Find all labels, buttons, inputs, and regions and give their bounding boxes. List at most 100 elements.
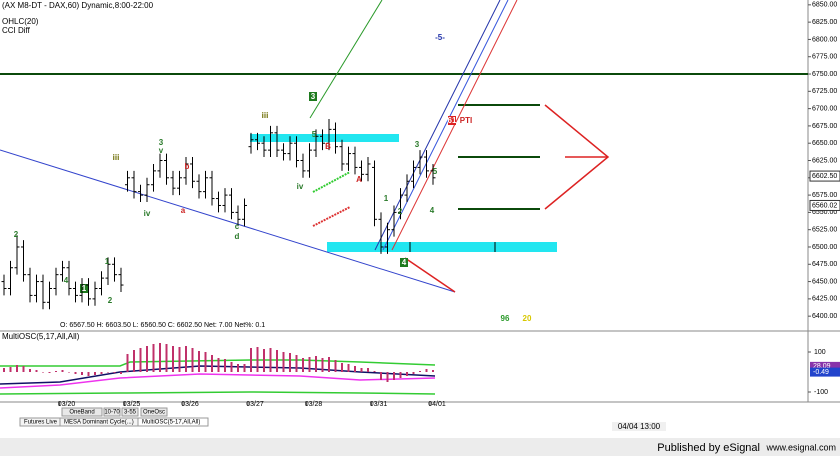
price-flag (809, 170, 840, 182)
histogram-bar (133, 350, 135, 372)
button[interactable] (61, 407, 103, 417)
tab[interactable] (137, 417, 209, 427)
wave-label: 1 (82, 284, 87, 293)
histogram-bar (113, 372, 116, 373)
wave-label: 61 (448, 116, 457, 125)
x-tick-label: 03/26 (181, 401, 199, 408)
tab-label[interactable]: MESA Dominant Cycle(...) (64, 420, 134, 426)
histogram-bar (9, 367, 12, 372)
histogram-bar (432, 370, 434, 372)
y-tick-label: 6425.00 (812, 296, 837, 303)
arrows (404, 104, 610, 293)
histogram-bar (165, 344, 168, 372)
y-tick-label: 6725.00 (812, 88, 837, 95)
histogram-bar (191, 348, 194, 372)
histogram-bar (276, 350, 278, 372)
histogram-bar (126, 354, 129, 372)
wave-label: iv (144, 209, 151, 218)
button-label[interactable]: 10-70 (104, 410, 120, 416)
indicator-label: OHLC(20) (2, 17, 39, 26)
histogram-bar (354, 366, 356, 372)
histogram-bar (55, 371, 57, 372)
y-tick-label: 6750.00 (812, 71, 837, 78)
tab-label[interactable]: MultiOSC(5-17,All,All) (142, 420, 200, 426)
price-flag (809, 199, 840, 211)
histogram-bar (341, 363, 343, 372)
y-tick-label: 100 (814, 349, 826, 356)
wave-label: 5 (433, 167, 438, 176)
oscillator-title: MultiOSC(5,17,All,All) (2, 332, 80, 341)
histogram-bar (263, 349, 265, 372)
histogram-bar (321, 358, 324, 372)
y-tick-label: 6675.00 (812, 123, 837, 130)
wave-label: v (159, 146, 164, 155)
channel-line (382, 0, 509, 251)
y-tick-label: 6825.00 (812, 19, 837, 26)
histogram-bar (152, 344, 155, 372)
label-box (80, 284, 88, 293)
histogram-bar (237, 364, 239, 372)
histogram-bar (204, 352, 207, 372)
button[interactable] (121, 407, 139, 417)
button[interactable] (103, 407, 121, 417)
wave-label: 96 (501, 314, 510, 323)
histogram-bar (22, 366, 25, 372)
histogram-bar (185, 346, 187, 372)
histogram-bar (224, 359, 226, 372)
arrow (404, 257, 456, 293)
wave-label: 4 (402, 258, 407, 267)
wave-label: PTI (460, 116, 472, 125)
y-tick-label: -100 (814, 389, 828, 396)
label-box (309, 92, 317, 101)
histogram-bar (94, 372, 96, 375)
histogram-bar (146, 346, 148, 372)
button-label[interactable]: 3-55 (124, 410, 137, 416)
wave-label: iii (262, 111, 269, 120)
histogram-bar (380, 372, 382, 380)
value-flag-label: 28.09 (813, 363, 831, 370)
tab-label[interactable]: Futures Live (24, 420, 58, 426)
wave-label: 4 (430, 206, 435, 215)
histogram-bar (68, 372, 70, 373)
tab-bar: Futures Live MESA Dominant Cycle(...) Mu… (19, 417, 209, 427)
button-label[interactable]: OneBand (69, 410, 94, 416)
wave-label: 3 (311, 92, 316, 101)
histogram-bar (100, 372, 103, 374)
histogram-bar (425, 369, 428, 372)
histogram-bar (328, 357, 330, 372)
button-label[interactable]: OneOsc (143, 410, 165, 416)
x-tick-label: 03/25 (123, 401, 141, 408)
cursor-time: 04/04 13:00 (618, 422, 661, 431)
publisher: Published by eSignal (657, 442, 760, 454)
zone (250, 134, 399, 142)
price-flag-label: 6602.50 (812, 173, 837, 180)
histogram-bar (48, 372, 51, 373)
y-tick-label: 6800.00 (812, 36, 837, 43)
indicator-label: CCI Diff (2, 26, 31, 35)
histogram-bar (367, 368, 369, 372)
y-tick-label: 6625.00 (812, 157, 837, 164)
histogram-bar (295, 355, 298, 372)
zone (327, 242, 557, 252)
y-tick-label: 6775.00 (812, 54, 837, 61)
histogram-bar (107, 372, 109, 373)
wave-label: -5- (435, 33, 445, 42)
label-box (448, 116, 456, 125)
histogram-bar (406, 372, 408, 376)
y-tick-label: 6500.00 (812, 244, 837, 251)
histogram-bar (81, 372, 83, 375)
wave-label: 2 (14, 230, 19, 239)
wave-label: 5 (312, 130, 317, 139)
oscillator-band (0, 391, 436, 395)
wave-label: 1 (384, 194, 389, 203)
wave-label: iii (113, 153, 120, 162)
y-tick-label: 6575.00 (812, 192, 837, 199)
x-tick-label: 03/31 (370, 401, 388, 408)
y-tick-label: 6450.00 (812, 278, 837, 285)
histogram-bar (399, 372, 402, 378)
button[interactable] (140, 407, 168, 417)
histogram-bar (74, 372, 77, 374)
value-flag (810, 361, 840, 371)
